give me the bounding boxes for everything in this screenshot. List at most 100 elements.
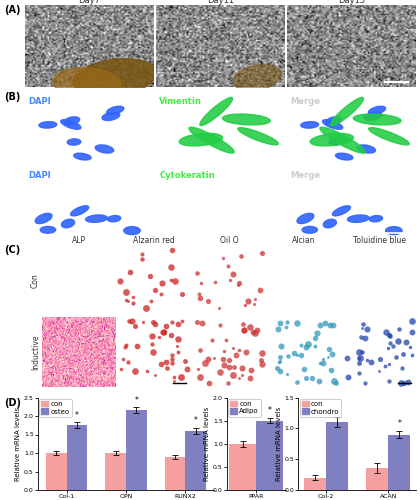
Point bbox=[316, 322, 323, 330]
Point bbox=[302, 374, 309, 382]
Point bbox=[123, 296, 130, 304]
Text: Merge: Merge bbox=[290, 171, 320, 180]
Ellipse shape bbox=[102, 112, 120, 120]
Point bbox=[158, 360, 165, 368]
Point bbox=[211, 354, 218, 362]
Point bbox=[248, 366, 255, 374]
Point bbox=[359, 348, 365, 356]
Point bbox=[247, 374, 254, 382]
Point bbox=[252, 295, 259, 303]
Ellipse shape bbox=[200, 98, 233, 126]
Ellipse shape bbox=[64, 117, 80, 124]
Point bbox=[230, 270, 236, 278]
Text: *: * bbox=[397, 419, 402, 428]
Point bbox=[167, 276, 174, 284]
Point bbox=[229, 371, 236, 379]
Point bbox=[171, 278, 178, 285]
Point bbox=[197, 346, 204, 354]
Ellipse shape bbox=[353, 114, 401, 125]
Point bbox=[250, 300, 257, 308]
Point bbox=[175, 335, 181, 343]
Point bbox=[232, 352, 239, 360]
Point bbox=[304, 340, 311, 348]
Point bbox=[173, 342, 180, 350]
Point bbox=[128, 317, 135, 325]
Ellipse shape bbox=[189, 127, 234, 153]
Text: (C): (C) bbox=[4, 245, 21, 255]
Point bbox=[124, 358, 131, 366]
Point bbox=[383, 328, 389, 336]
Ellipse shape bbox=[369, 128, 409, 145]
Point bbox=[169, 354, 176, 362]
Point bbox=[394, 336, 401, 344]
Point bbox=[229, 344, 236, 352]
Bar bbox=[185, 431, 206, 490]
Text: (D): (D) bbox=[4, 398, 21, 407]
Point bbox=[184, 365, 191, 373]
Point bbox=[358, 333, 365, 341]
Point bbox=[241, 326, 248, 334]
Point bbox=[227, 276, 234, 283]
Point bbox=[194, 318, 200, 326]
Ellipse shape bbox=[53, 68, 121, 99]
Point bbox=[220, 355, 226, 363]
Point bbox=[138, 250, 145, 258]
Point bbox=[407, 344, 413, 351]
Point bbox=[258, 349, 265, 357]
Point bbox=[400, 380, 407, 388]
Point bbox=[392, 354, 399, 362]
Text: Vimentin: Vimentin bbox=[159, 98, 202, 106]
Point bbox=[408, 328, 415, 336]
Point bbox=[298, 341, 304, 349]
Point bbox=[404, 378, 411, 386]
Point bbox=[119, 354, 126, 362]
Point bbox=[293, 378, 300, 386]
Y-axis label: Relative mRNA levels: Relative mRNA levels bbox=[276, 406, 281, 481]
Bar bbox=[326, 422, 348, 490]
Point bbox=[167, 331, 174, 339]
Point bbox=[196, 294, 203, 302]
Point bbox=[143, 368, 150, 376]
Point bbox=[130, 298, 137, 306]
Point bbox=[399, 350, 406, 358]
Point bbox=[122, 342, 129, 349]
Ellipse shape bbox=[61, 219, 75, 228]
Point bbox=[244, 298, 251, 306]
Point bbox=[134, 342, 140, 350]
Point bbox=[151, 320, 158, 328]
Text: (A): (A) bbox=[4, 5, 21, 15]
Ellipse shape bbox=[179, 134, 223, 146]
Point bbox=[212, 278, 218, 286]
Point bbox=[150, 318, 157, 326]
Point bbox=[276, 367, 283, 375]
Point bbox=[293, 350, 300, 358]
Point bbox=[178, 373, 184, 381]
Point bbox=[276, 358, 282, 366]
Point bbox=[169, 246, 176, 254]
Point bbox=[276, 320, 283, 328]
Point bbox=[360, 320, 366, 328]
Point bbox=[284, 318, 290, 326]
Point bbox=[409, 351, 415, 359]
Ellipse shape bbox=[61, 120, 81, 130]
Bar bbox=[256, 420, 283, 490]
Point bbox=[386, 331, 393, 339]
Point bbox=[240, 320, 247, 328]
Point bbox=[149, 340, 155, 348]
Text: *: * bbox=[194, 416, 198, 425]
Point bbox=[356, 354, 363, 362]
Point bbox=[276, 354, 283, 362]
Point bbox=[403, 338, 410, 346]
Ellipse shape bbox=[107, 106, 124, 114]
Point bbox=[174, 348, 181, 356]
Point bbox=[249, 328, 256, 336]
Point bbox=[126, 318, 132, 326]
Text: *: * bbox=[268, 406, 271, 415]
Point bbox=[382, 362, 389, 370]
Bar bbox=[388, 434, 410, 490]
Point bbox=[126, 268, 133, 276]
Point bbox=[216, 320, 223, 328]
Point bbox=[179, 290, 186, 298]
Point bbox=[300, 365, 307, 373]
Ellipse shape bbox=[95, 145, 114, 153]
